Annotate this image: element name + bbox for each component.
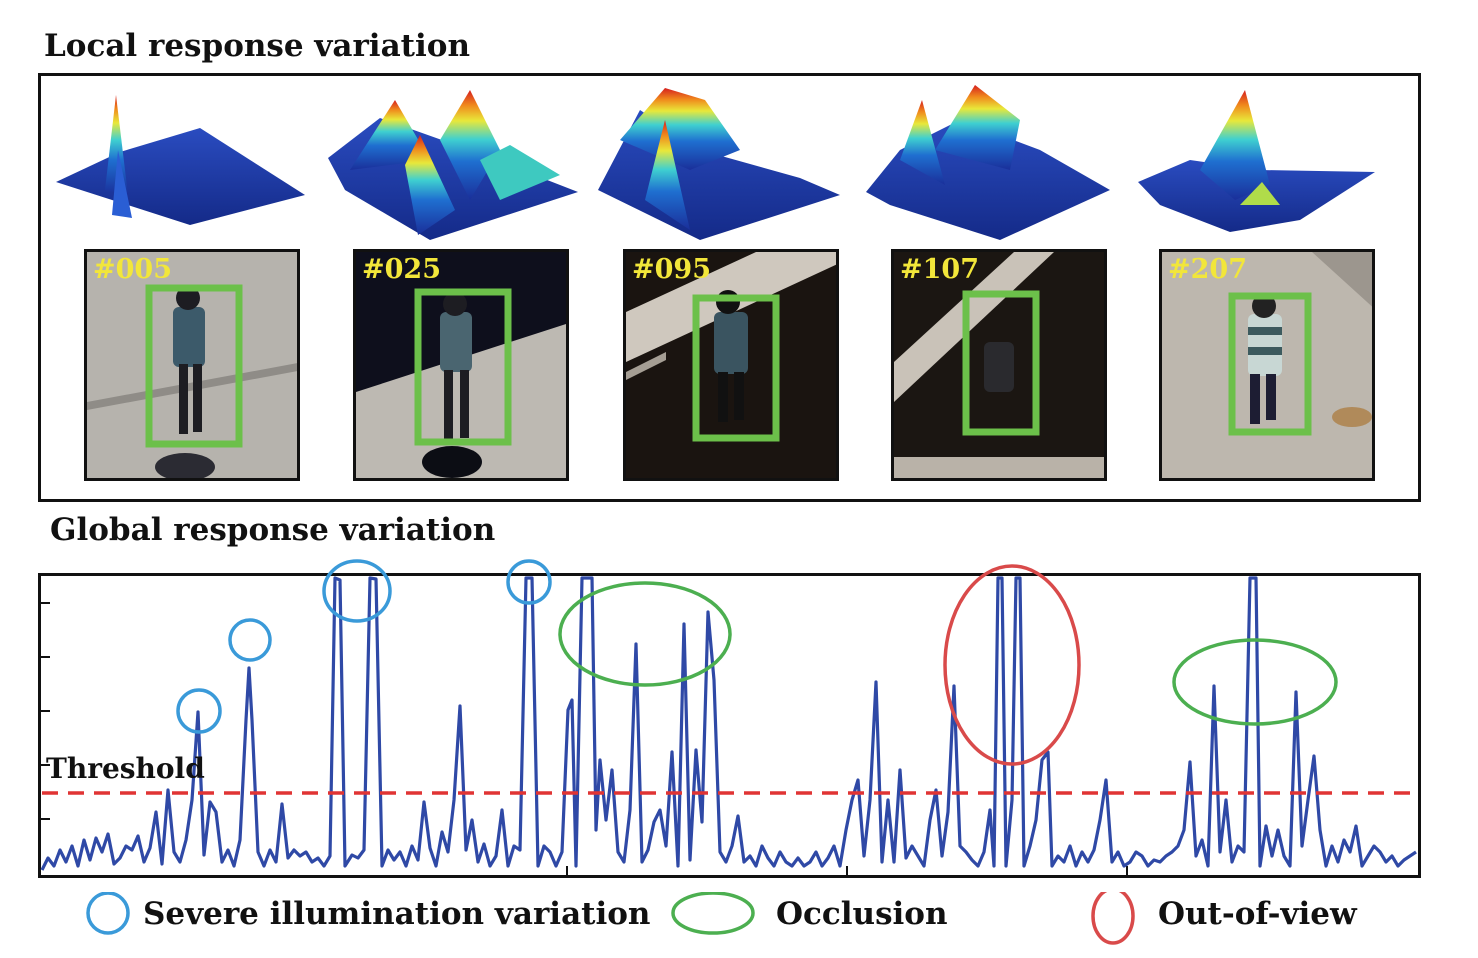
frame-id-label: #207	[1168, 254, 1247, 285]
frame-id-label: #107	[900, 254, 979, 285]
frame-thumbnail-005: #005	[84, 249, 300, 481]
frame-id-label: #005	[93, 254, 172, 285]
frame-id-label: #095	[632, 254, 711, 285]
threshold-label: Threshold	[46, 752, 205, 785]
local-response-panel	[38, 73, 1421, 502]
legend-out-of-view-label: Out-of-view	[1158, 896, 1357, 932]
legend: Severe illumination variation Occlusion …	[0, 892, 1478, 945]
legend-occlusion-icon	[671, 892, 755, 935]
frame-thumbnail-025: #025	[353, 249, 569, 481]
legend-illumination-label: Severe illumination variation	[143, 896, 651, 932]
legend-illumination-icon	[86, 892, 130, 935]
frame-thumbnail-107: #107	[891, 249, 1107, 481]
local-response-title: Local response variation	[44, 28, 470, 64]
global-response-panel	[38, 573, 1421, 878]
frame-id-label: #025	[362, 254, 441, 285]
global-response-title: Global response variation	[50, 512, 496, 548]
legend-out-of-view-icon	[1091, 892, 1135, 945]
frame-thumbnail-207: #207	[1159, 249, 1375, 481]
frame-thumbnail-095: #095	[623, 249, 839, 481]
legend-occlusion-label: Occlusion	[776, 896, 948, 932]
